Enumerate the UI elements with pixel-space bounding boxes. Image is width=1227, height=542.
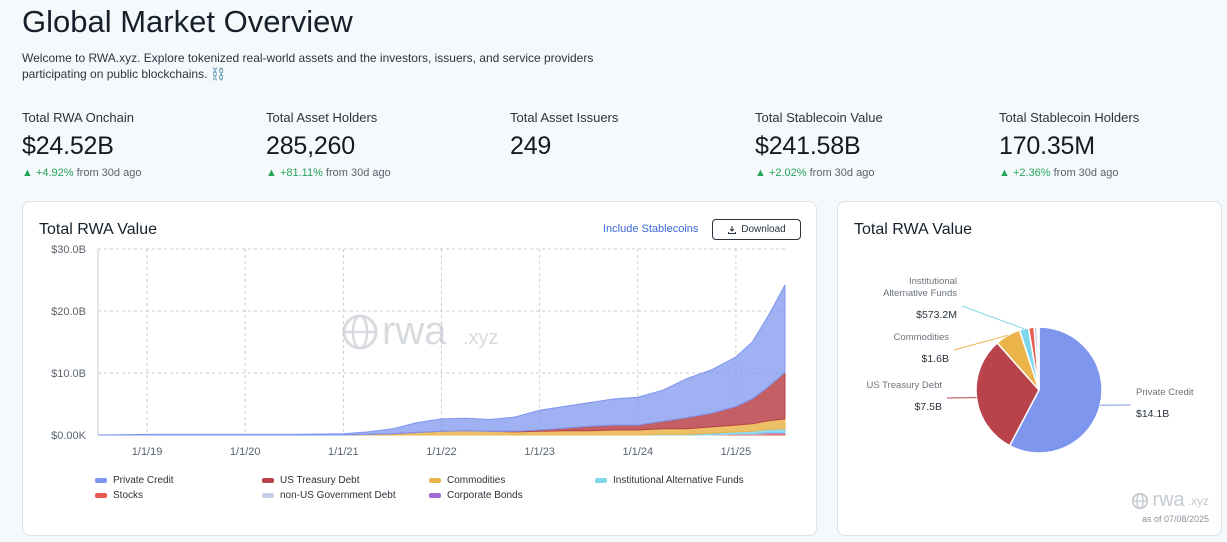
rwa-area-chart-card: 1/1/19 1/1/20 1/1/21 1/1/22 1/1/23 1/1/24 1/1/… [22, 201, 817, 536]
pie-slice-corporate-bonds[interactable] [1036, 326, 1040, 391]
area-series-private-credit[interactable] [97, 284, 786, 436]
legend-label: Commodities [447, 475, 506, 486]
rwa-watermark-logo: rwa .xyz [1131, 489, 1209, 512]
x-tick-label: 1/1/24 [622, 446, 653, 458]
legend-item-institutional-alternative-funds[interactable]: Institutional Alternative Funds [595, 475, 744, 486]
legend-item-corporate-bonds[interactable]: Corporate Bonds [429, 490, 523, 501]
area-chart: 1/1/19 1/1/20 1/1/21 1/1/22 1/1/23 1/1/24 1/1/… [51, 244, 786, 458]
legend-item-private-credit[interactable]: Private Credit [95, 475, 174, 486]
legend-label: Private Credit [113, 475, 174, 486]
legend-label: Stocks [113, 490, 144, 501]
stat-label: Total Asset Holders [266, 110, 378, 125]
pie-leader-line [953, 334, 1008, 351]
stat-change-up: ▲ +2.36% [999, 167, 1051, 179]
intro-text: Welcome to RWA.xyz. Explore tokenized re… [22, 51, 594, 81]
legend-item-non-us-government-debt[interactable]: non-US Government Debt [262, 490, 396, 501]
stat-asset-issuers: Total Asset Issuers 249 [510, 110, 730, 161]
stat-total-rwa: Total RWA Onchain $24.52B ▲ +4.92% from … [22, 110, 242, 179]
rwa-watermark: rwa .xyz [342, 309, 499, 353]
y-tick-label: $10.0B [51, 368, 86, 380]
pie-label-value: $1.6B [922, 353, 949, 365]
stats-row: Total RWA Onchain $24.52B ▲ +4.92% from … [22, 110, 1222, 186]
stat-change-up: ▲ +81.11% [266, 167, 323, 179]
x-tick-label: 1/1/21 [328, 446, 359, 458]
pie-label-value: $7.5B [915, 401, 942, 413]
area-chart-title: Total RWA Value [39, 221, 157, 238]
pie-label-name: Private Credit [1136, 387, 1194, 398]
stat-change: ▲ +2.02% from 30d ago [755, 167, 975, 179]
legend-swatch [595, 478, 607, 483]
stat-change-suffix: from 30d ago [76, 167, 142, 179]
legend-label: US Treasury Debt [280, 475, 360, 486]
legend-label: non-US Government Debt [280, 490, 396, 501]
page-title: Global Market Overview [22, 4, 353, 39]
stat-change-suffix: from 30d ago [325, 167, 391, 179]
include-stablecoins-link[interactable]: Include Stablecoins [603, 223, 699, 235]
stat-label: Total RWA Onchain [22, 110, 134, 125]
pie-slice-private-credit[interactable] [1008, 326, 1103, 454]
legend-swatch [429, 478, 441, 483]
download-label: Download [741, 224, 786, 235]
download-icon [728, 225, 737, 234]
stat-value: $241.58B [755, 132, 861, 160]
stat-change-up: ▲ +2.02% [755, 167, 807, 179]
y-tick-label: $20.0B [51, 306, 86, 318]
pie-leader-line [961, 305, 1025, 330]
stat-label: Total Asset Issuers [510, 110, 619, 125]
pie-slice-us-treasury-debt[interactable] [975, 341, 1040, 447]
stat-change-suffix: from 30d ago [1053, 167, 1119, 179]
as-of-date: as of 07/08/2025 [1141, 514, 1209, 524]
legend-item-us-treasury-debt[interactable]: US Treasury Debt [262, 475, 359, 486]
legend-item-stocks[interactable]: Stocks [95, 490, 143, 501]
y-tick-label: $0.00K [51, 430, 87, 442]
x-tick-label: 1/1/23 [524, 446, 555, 458]
x-tick-label: 1/1/25 [721, 446, 752, 458]
y-tick-label: $30.0B [51, 244, 86, 256]
stat-change-suffix: from 30d ago [809, 167, 875, 179]
pie-label-name: US Treasury Debt [867, 380, 943, 391]
legend-label: Institutional Alternative Funds [613, 475, 744, 486]
pie-slices [975, 326, 1103, 454]
legend-swatch [429, 493, 441, 498]
stat-asset-holders: Total Asset Holders 285,260 ▲ +81.11% fr… [266, 110, 486, 179]
area-series-group [97, 284, 786, 436]
watermark-tld: .xyz [463, 327, 499, 349]
stat-change: ▲ +81.11% from 30d ago [266, 167, 486, 179]
stat-stablecoin-value: Total Stablecoin Value $241.58B ▲ +2.02%… [755, 110, 975, 179]
pie-label-value: $573.2M [916, 309, 957, 321]
stat-label: Total Stablecoin Holders [999, 110, 1140, 125]
legend-swatch [95, 478, 107, 483]
legend-label: Corporate Bonds [447, 490, 523, 501]
stat-value: 285,260 [266, 132, 355, 160]
globe-icon [1132, 492, 1149, 509]
pie-label-name: Commodities [894, 332, 950, 343]
stat-value: 170.35M [999, 132, 1095, 160]
x-tick-label: 1/1/22 [426, 446, 457, 458]
x-tick-label: 1/1/19 [132, 446, 163, 458]
download-button[interactable]: Download [712, 219, 801, 240]
watermark-brand: rwa [1152, 489, 1185, 511]
legend-swatch [262, 493, 274, 498]
stat-change-up: ▲ +4.92% [22, 167, 74, 179]
stat-change: ▲ +2.36% from 30d ago [999, 167, 1219, 179]
stat-value: 249 [510, 132, 552, 160]
legend-swatch [95, 493, 107, 498]
legend-swatch [262, 478, 274, 483]
pie-label-name: Alternative Funds [883, 288, 957, 299]
pie-chart: Private Credit $14.1B US Treasury Debt $7.5… [867, 276, 1194, 454]
stat-value: $24.52B [22, 132, 114, 160]
watermark-brand: rwa [382, 309, 447, 353]
pie-label-value: $14.1B [1136, 408, 1169, 420]
stat-label: Total Stablecoin Value [755, 110, 883, 125]
stat-change: ▲ +4.92% from 30d ago [22, 167, 242, 179]
watermark-tld: .xyz [1187, 493, 1209, 508]
pie-chart-title: Total RWA Value [854, 221, 972, 238]
x-tick-label: 1/1/20 [230, 446, 261, 458]
area-chart-legend: Private Credit US Treasury Debt Commoditie… [95, 475, 795, 509]
legend-item-commodities[interactable]: Commodities [429, 475, 505, 486]
pie-label-name: Institutional [909, 276, 957, 287]
rwa-pie-chart-card: Private Credit $14.1B US Treasury Debt $7.5… [837, 201, 1222, 536]
stat-stablecoin-holders: Total Stablecoin Holders 170.35M ▲ +2.36… [999, 110, 1219, 179]
